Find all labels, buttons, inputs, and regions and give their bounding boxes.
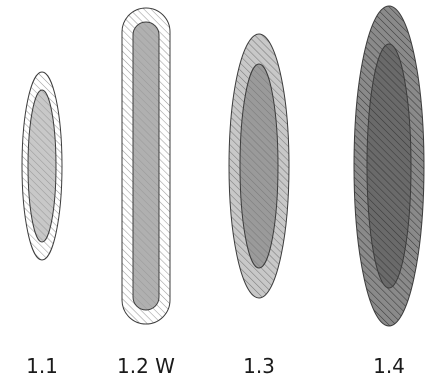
shape-1-2: [121, 7, 171, 325]
label-1-4: 1.4: [373, 354, 405, 378]
label-1-1: 1.1: [26, 354, 58, 378]
shape-1-4: [353, 5, 425, 327]
label-1-2: 1.2 W: [117, 354, 175, 378]
shape-1-1-inner: [27, 89, 57, 243]
shape-1-2-inner: [132, 21, 160, 311]
label-1-3: 1.3: [243, 354, 275, 378]
shape-1-3-inner: [239, 63, 279, 269]
shape-1-3: [228, 33, 290, 299]
shape-1-1: [21, 71, 63, 261]
shape-1-4-inner: [366, 43, 412, 289]
